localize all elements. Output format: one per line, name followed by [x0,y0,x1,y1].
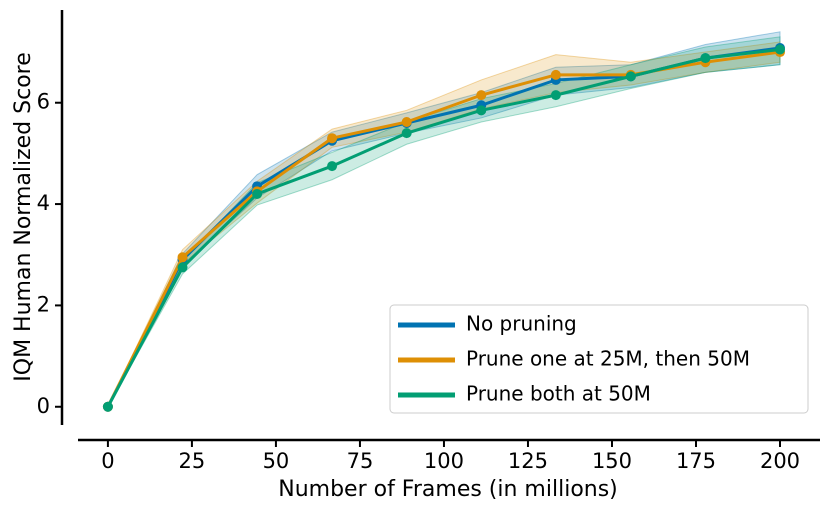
x-tick-label: 50 [263,449,290,473]
x-tick-label: 100 [424,449,464,473]
x-tick-label: 0 [101,449,114,473]
y-axis-label: IQM Human Normalized Score [11,52,36,381]
y-tick-label: 6 [37,90,50,114]
data-point [476,90,487,101]
data-point [625,71,636,82]
series-line [106,48,781,408]
legend-label: Prune one at 25M, then 50M [466,347,750,371]
y-tick-label: 2 [37,292,50,316]
x-axis-label: Number of Frames (in millions) [278,477,618,502]
legend-box [389,304,809,414]
data-point [327,133,338,144]
data-point [476,105,487,116]
y-tick-label: 0 [37,394,50,418]
data-point [401,128,412,139]
y-tick-label: 4 [37,191,50,215]
legend: No pruning Prune one at 25M, then 50M Prun… [389,304,809,414]
data-point [550,69,561,80]
data-point [401,116,412,127]
data-point [102,401,113,412]
x-tick-label: 75 [347,449,374,473]
data-point [177,262,188,273]
x-tick-label: 25 [179,449,206,473]
legend-label: No pruning [466,312,577,336]
legend-label: Prune both at 50M [466,382,651,406]
data-point [550,90,561,101]
x-tick-label: 125 [508,449,548,473]
x-tick-label: 200 [760,449,800,473]
data-point [252,188,263,199]
x-tick-label: 175 [676,449,716,473]
data-point [177,252,188,263]
data-point [327,161,338,172]
data-point [775,44,786,55]
data-point [700,53,711,64]
x-tick-label: 150 [592,449,632,473]
